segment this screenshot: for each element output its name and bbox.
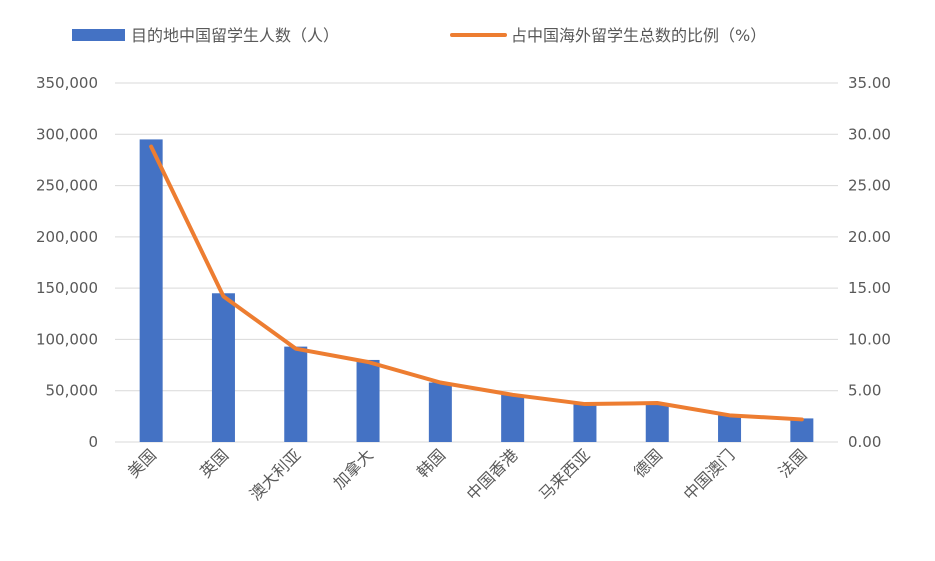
line-point [656, 402, 658, 404]
bar [428, 382, 452, 442]
y-axis-left: 0 50,000 100,000 150,000 200,000 250,000 300,0… [36, 74, 98, 451]
legend-label-bar: 目的地中国留学生人数（人） [131, 26, 339, 45]
y-right-tick-label: 35.00 [848, 74, 891, 92]
line-point [801, 418, 803, 420]
bar [356, 359, 380, 442]
x-tick-label: 德国 [630, 445, 666, 481]
x-tick-label: 中国香港 [463, 445, 522, 504]
line-point [584, 403, 586, 405]
line-path [149, 144, 804, 422]
line-point [439, 382, 441, 384]
bar-series [139, 139, 814, 442]
y-left-tick-label: 0 [88, 433, 98, 451]
x-axis: 美国 英国 澳大利亚 加拿大 韩国 中国香港 马来西亚 德国 中国澳门 法国 [124, 445, 811, 504]
y-left-tick-label: 250,000 [36, 177, 98, 195]
legend: 目的地中国留学生人数（人） 占中国海外留学生总数的比例（%） [72, 26, 766, 45]
bar [645, 403, 669, 442]
bar [718, 415, 742, 442]
y-right-tick-label: 10.00 [848, 330, 891, 348]
x-tick-label: 加拿大 [329, 445, 376, 492]
bar [211, 293, 235, 442]
legend-swatch-bar [72, 29, 125, 41]
y-right-tick-label: 25.00 [848, 177, 891, 195]
y-right-tick-label: 30.00 [848, 125, 891, 143]
y-left-tick-label: 350,000 [36, 74, 98, 92]
x-tick-label: 法国 [775, 445, 811, 481]
y-left-tick-label: 150,000 [36, 279, 98, 297]
x-tick-label: 澳大利亚 [246, 445, 305, 504]
line-point [729, 414, 731, 416]
x-tick-label: 马来西亚 [535, 445, 594, 504]
y-right-tick-label: 20.00 [848, 228, 891, 246]
y-left-tick-label: 200,000 [36, 228, 98, 246]
gridlines [115, 82, 838, 443]
line-point [512, 394, 514, 396]
line-point [222, 295, 224, 297]
line-series [149, 144, 804, 422]
legend-label-line: 占中国海外留学生总数的比例（%） [511, 26, 766, 45]
line-point [150, 146, 152, 148]
y-left-tick-label: 300,000 [36, 125, 98, 143]
x-tick-label: 韩国 [413, 445, 449, 481]
x-tick-label: 美国 [124, 445, 160, 481]
bar [139, 139, 163, 442]
bar [284, 346, 308, 442]
y-left-tick-label: 50,000 [46, 382, 99, 400]
x-tick-label: 中国澳门 [680, 445, 739, 504]
y-right-tick-label: 15.00 [848, 279, 891, 297]
bar [790, 418, 814, 442]
y-right-tick-label: 0.00 [848, 433, 881, 451]
x-tick-label: 英国 [196, 445, 232, 481]
bar [501, 394, 525, 442]
y-left-tick-label: 100,000 [36, 330, 98, 348]
bar [573, 403, 597, 442]
line-point [367, 361, 369, 363]
line-point [295, 348, 297, 350]
y-right-tick-label: 5.00 [848, 382, 881, 400]
y-axis-right: 0.00 5.00 10.00 15.00 20.00 25.00 30.00 35.00 [848, 74, 891, 451]
